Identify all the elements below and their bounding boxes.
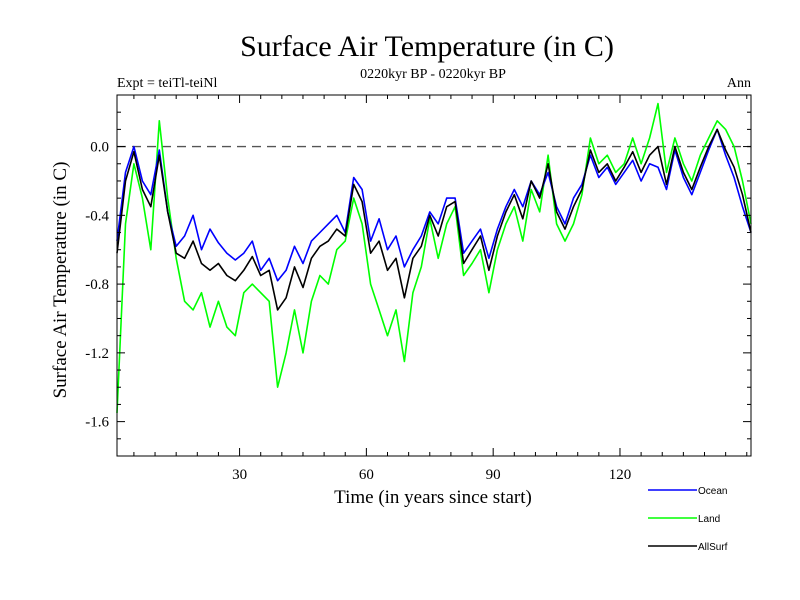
legend-label-allsurf: AllSurf [698,542,728,553]
chart-title: Surface Air Temperature (in C) [240,30,614,63]
y-tick-label: -0.8 [85,277,109,293]
legend-label-ocean: Ocean [698,486,727,497]
y-axis-label: Surface Air Temperature (in C) [50,162,71,399]
legend-label-land: Land [698,514,720,525]
season-label: Ann [727,76,751,91]
legend: Ocean Land AllSurf [648,486,728,553]
series-line-land [116,102,752,414]
plot-area: 30 60 90 120 0.0 -0.4 -0.8 -1.2 -1.6 [85,94,752,483]
y-tick-label: 0.0 [90,140,109,156]
y-tick-label: -1.2 [85,346,109,362]
chart-subtitle: 0220kyr BP - 0220kyr BP [360,67,506,82]
x-tick-label: 30 [232,467,247,483]
x-tick-label: 120 [609,467,632,483]
y-tick-label: -0.4 [85,208,109,224]
experiment-label: Expt = teiTl-teiNl [117,76,218,91]
x-tick-label: 90 [486,467,501,483]
y-tick-label: -1.6 [85,415,109,431]
x-axis-label: Time (in years since start) [334,487,532,508]
series-line-allsurf [116,128,752,311]
series-line-ocean [116,128,752,282]
plot-frame [116,94,752,457]
x-tick-label: 60 [359,467,374,483]
